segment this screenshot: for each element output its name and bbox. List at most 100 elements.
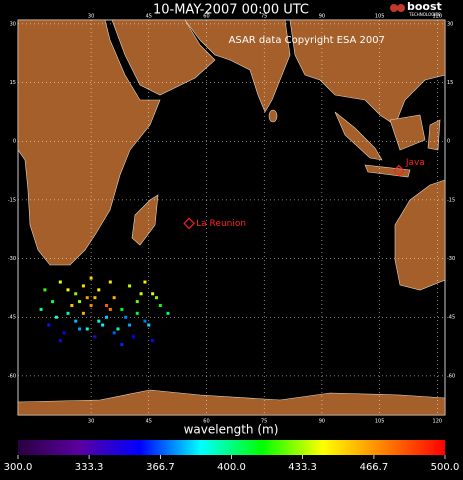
land xyxy=(17,389,446,416)
data-point xyxy=(66,288,70,292)
data-point xyxy=(70,303,74,307)
data-point xyxy=(47,323,51,327)
data-point xyxy=(78,300,82,304)
y-tick-label: -15 xyxy=(447,197,455,203)
land xyxy=(184,19,291,113)
land xyxy=(427,119,441,151)
x-tick-label: 45 xyxy=(146,419,152,425)
colorbar-tick-label: 433.3 xyxy=(288,462,317,473)
land xyxy=(131,194,159,246)
data-point xyxy=(74,292,78,296)
site-label: Java xyxy=(405,158,425,168)
x-tick-label: 90 xyxy=(319,419,325,425)
y-tick-label: -45 xyxy=(447,315,455,321)
x-tick-label: 60 xyxy=(203,419,209,425)
copyright: ASAR data Copyright ESA 2007 xyxy=(229,35,385,46)
x-tick-label: 120 xyxy=(433,419,443,425)
data-point xyxy=(104,303,108,307)
land xyxy=(268,109,278,123)
data-point xyxy=(166,311,170,315)
data-point xyxy=(147,323,151,327)
data-point xyxy=(81,311,85,315)
data-point xyxy=(112,296,116,300)
data-point xyxy=(128,284,132,288)
site-marker xyxy=(392,164,405,177)
data-point xyxy=(85,327,89,331)
colorbar-label: wavelength (m) xyxy=(184,423,279,437)
colorbar-tick-label: 300.0 xyxy=(4,462,33,473)
y-tick-label: -15 xyxy=(8,197,16,203)
data-point xyxy=(108,307,112,311)
data-point xyxy=(93,335,97,339)
colorbar-tick-label: 333.3 xyxy=(75,462,104,473)
data-point xyxy=(128,323,132,327)
land xyxy=(394,179,446,291)
x-tick-label: 120 xyxy=(433,14,443,20)
x-tick-label: 105 xyxy=(375,419,385,425)
y-tick-label: -30 xyxy=(8,256,16,262)
data-point xyxy=(101,323,105,327)
y-tick-label: 0 xyxy=(447,139,450,145)
data-point xyxy=(58,280,62,284)
colorbar-tick-label: 466.7 xyxy=(360,462,389,473)
x-tick-label: 30 xyxy=(88,14,94,20)
x-tick-label: 105 xyxy=(375,14,385,20)
logo-icon xyxy=(390,4,398,12)
x-tick-label: 90 xyxy=(319,14,325,20)
data-point xyxy=(58,339,62,343)
data-point xyxy=(97,319,101,323)
y-tick-label: -45 xyxy=(8,315,16,321)
data-point xyxy=(74,319,78,323)
y-tick-label: 15 xyxy=(10,80,16,86)
colorbar xyxy=(18,440,445,455)
data-point xyxy=(104,315,108,319)
data-point xyxy=(158,303,162,307)
data-point xyxy=(51,300,55,304)
logo-sub: TECHNOLOGIES xyxy=(408,12,441,17)
land xyxy=(111,19,216,96)
y-tick-label: 0 xyxy=(13,139,16,145)
data-point xyxy=(151,292,155,296)
data-point xyxy=(43,288,47,292)
logo-icon xyxy=(397,4,405,12)
data-point xyxy=(139,292,143,296)
data-point xyxy=(78,327,82,331)
x-tick-label: 30 xyxy=(88,419,94,425)
data-point xyxy=(143,319,147,323)
y-tick-label: -30 xyxy=(447,256,455,262)
y-tick-label: -60 xyxy=(447,373,455,379)
data-point xyxy=(62,331,66,335)
data-point xyxy=(89,303,93,307)
land xyxy=(289,19,446,126)
data-point xyxy=(120,343,124,347)
land xyxy=(17,19,161,266)
title: 10-MAY-2007 00:00 UTC xyxy=(153,3,309,18)
y-tick-label: 15 xyxy=(447,80,453,86)
land xyxy=(334,111,383,161)
data-point xyxy=(131,335,135,339)
site-label: La Reunion xyxy=(196,219,246,229)
data-point xyxy=(54,315,58,319)
data-point xyxy=(93,296,97,300)
data-point xyxy=(154,296,158,300)
data-point xyxy=(143,280,147,284)
logo-name: boost xyxy=(407,0,442,13)
y-tick-label: 30 xyxy=(10,21,16,27)
x-tick-label: 60 xyxy=(203,14,209,20)
data-point xyxy=(120,307,124,311)
x-tick-label: 45 xyxy=(146,14,152,20)
colorbar-tick-label: 500.0 xyxy=(431,462,460,473)
data-point xyxy=(108,280,112,284)
data-point xyxy=(81,284,85,288)
data-point xyxy=(97,288,101,292)
data-point xyxy=(66,311,70,315)
colorbar-tick-label: 400.0 xyxy=(217,462,246,473)
site-marker xyxy=(183,217,196,230)
data-point xyxy=(151,339,155,343)
y-tick-label: -60 xyxy=(8,373,16,379)
map-area xyxy=(17,19,446,416)
x-tick-label: 75 xyxy=(261,14,267,20)
data-point xyxy=(135,300,139,304)
x-tick-label: 75 xyxy=(261,419,267,425)
